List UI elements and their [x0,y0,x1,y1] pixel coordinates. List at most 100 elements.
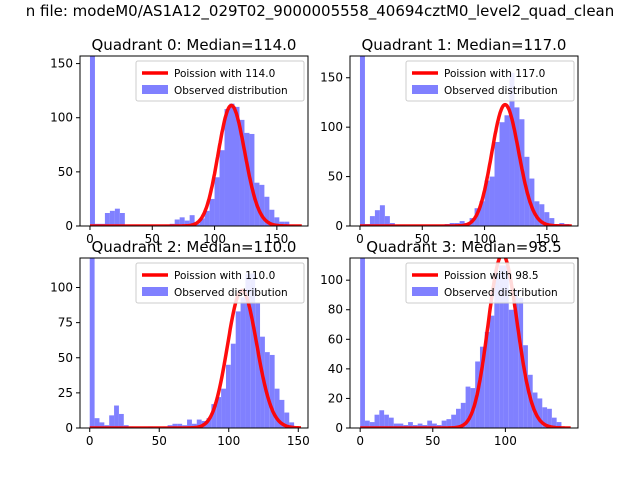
histogram-bar [360,258,365,428]
legend: Poission with 98.5 Observed distribution [405,262,575,304]
histogram-bar [184,220,190,226]
y-tick-label: 100 [50,281,73,295]
x-tick-label: 0 [356,232,364,246]
histogram-bar [364,420,370,428]
histogram-bar [216,397,222,428]
histogram-bar [459,221,465,226]
histogram-bar [114,405,119,428]
histogram-bar [284,221,290,226]
legend-entry-poisson: Poission with 110.0 [174,270,275,282]
legend-hist-swatch [142,287,168,296]
histogram-bar [544,212,550,226]
y-tick-label: 0 [65,219,73,233]
histogram-bar [484,331,490,428]
histogram-bar [379,410,385,428]
x-tick-label: 100 [473,232,496,246]
y-tick-label: 40 [328,362,343,376]
histogram-bar [235,311,241,428]
x-tick-label: 0 [356,434,364,448]
histogram-bar [109,415,115,428]
histogram-bar [549,218,555,226]
histogram-bar [225,364,231,428]
histogram-bar [479,346,485,428]
y-tick-label: 0 [335,219,343,233]
x-tick-label: 100 [203,232,226,246]
histogram-bar [211,404,217,428]
legend-hist-swatch [412,85,438,94]
quadrant-1-panel: 0 50 100 150 0 50 100 150 Quadrant 1: Median=117… [320,36,579,246]
histogram-bar [456,408,461,428]
histogram-bar [119,213,125,226]
y-tick-label: 100 [320,273,343,287]
histogram-bar [259,184,265,226]
histogram-bar [484,180,490,226]
histogram-bar [398,423,404,428]
legend: Poission with 117.0 Observed distribution [405,60,575,102]
histogram-bar [269,209,275,226]
histogram-bar [94,418,100,428]
axes-frame [79,55,309,227]
plot-area [89,56,302,226]
histogram-bar [239,119,245,226]
x-tick-label: 100 [494,434,517,448]
histogram-bar [245,273,251,428]
histogram-bar [551,417,557,428]
poisson-curve [90,103,302,226]
histogram-bar [274,388,280,428]
histogram-bar [518,297,524,428]
panel-title: Quadrant 1: Median=117.0 [362,36,567,54]
histogram-bar [384,414,389,428]
histogram-bar [417,423,423,428]
plot-area [89,258,301,428]
legend-entry-observed: Observed distribution [444,287,558,299]
histogram-bar [279,221,285,226]
histogram-bar [279,399,285,428]
histogram-bar [359,56,365,226]
x-tick-label: 150 [535,232,558,246]
histogram-bar [547,408,552,428]
histogram-bar [89,258,95,428]
histogram-bar [504,115,510,226]
histogram-bar [537,398,543,428]
y-tick-label: 20 [328,391,343,405]
axes-frame [79,257,309,429]
histogram-bar [209,198,215,226]
y-tick-label: 100 [50,111,73,125]
histogram-bar [384,216,390,226]
legend: Poission with 114.0 Observed distribution [135,60,305,102]
histogram-bar [513,290,519,428]
histogram-bar [172,423,178,428]
legend-hist-swatch [142,85,168,94]
legend-entry-poisson: Poission with 98.5 [444,270,539,282]
histogram-bar [109,210,115,226]
histogram-bar [221,388,226,428]
x-tick-label: 100 [217,434,240,448]
histogram-bar [374,210,380,226]
y-tick-label: 150 [50,57,73,71]
histogram-bar [427,420,433,428]
panel-title: Quadrant 2: Median=110.0 [92,238,297,256]
y-tick-label: 25 [58,386,73,400]
y-tick-label: 150 [320,71,343,85]
histogram-bar [369,422,375,428]
histogram-bar [499,122,505,226]
histogram-bar [451,414,457,428]
histogram-bar [289,422,295,428]
x-tick-label: 50 [145,232,160,246]
histogram-bar [229,103,235,226]
histogram-bar [388,417,394,428]
histogram-bar [255,302,261,428]
histogram-bar [264,196,270,226]
histogram-bar [523,345,528,428]
poisson-curve [360,258,571,428]
quadrant-0-panel: 0 50 100 150 0 50 100 150 Quadrant 0: Median=114… [50,36,309,246]
histogram-bar [179,217,185,226]
y-tick-label: 75 [58,316,73,330]
quadrant-3-panel: 0 50 100 0 20 40 60 80 100 Quadrant 3: Median=98.… [320,238,579,448]
histogram-bar [534,201,540,226]
histogram-bar [206,418,212,428]
panel-title: Quadrant 0: Median=114.0 [92,36,297,54]
histogram-bar [89,56,95,226]
histogram-bar [250,273,256,428]
